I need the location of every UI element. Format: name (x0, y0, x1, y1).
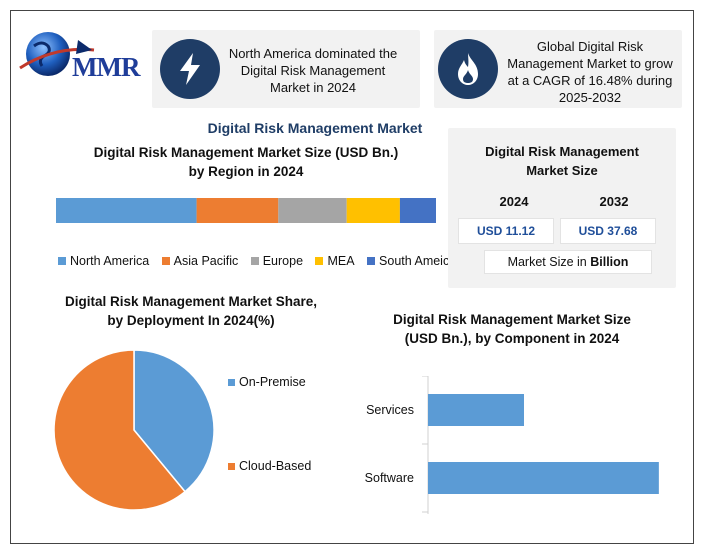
legend-item-asia-pacific: Asia Pacific (161, 254, 238, 268)
region-stacked-bar (56, 198, 436, 223)
year-2032: 2032 (599, 194, 629, 209)
bar-segment-south-ameica (399, 198, 436, 223)
year-2024: 2024 (499, 194, 529, 209)
region-legend: North America Asia Pacific Europe MEA So… (58, 252, 456, 270)
bar-segment-europe (278, 198, 347, 223)
highlight-text-2: Global Digital Risk Management Market to… (507, 39, 673, 105)
highlight-text-1: North America dominated the Digital Risk… (228, 46, 398, 95)
legend-item-north-america: North America (58, 254, 149, 268)
bar-segment-asia-pacific (196, 198, 279, 223)
legend-item-mea: MEA (315, 254, 355, 268)
market-size-title: Digital Risk Management Market Size (485, 144, 639, 178)
legend-item-europe: Europe (250, 254, 303, 268)
market-size-footer: Market Size in Billion (484, 250, 652, 274)
category-label-software: Software (364, 471, 414, 485)
value-2032: USD 37.68 (560, 218, 656, 244)
category-label-services: Services (366, 403, 414, 417)
logo-text: MMR (72, 52, 140, 82)
pie-slice-cloud-based (53, 349, 187, 511)
pie-legend-cloud-based: Cloud-Based (228, 459, 311, 473)
flame-icon (438, 39, 498, 99)
deployment-pie-chart (53, 349, 215, 511)
market-size-card: Digital Risk Management Market Size 2024… (448, 128, 676, 288)
lightning-icon (160, 39, 220, 99)
value-2024: USD 11.12 (458, 218, 554, 244)
bar-services (428, 394, 524, 426)
legend-item-south-america: South Ameica (367, 254, 456, 268)
main-title: Digital Risk Management Market (207, 120, 423, 136)
highlight-card-north-america: North America dominated the Digital Risk… (152, 30, 420, 108)
bar-software (428, 462, 659, 494)
infographic-frame (10, 10, 694, 544)
bar-segment-north-america (56, 198, 197, 223)
pie-chart-title: Digital Risk Management Market Share, by… (64, 294, 318, 328)
highlight-card-cagr: Global Digital Risk Management Market to… (434, 30, 682, 108)
component-bar-chart (422, 376, 659, 514)
globe-icon (19, 32, 95, 76)
pie-slice-on-premise (133, 349, 215, 493)
region-chart-title: Digital Risk Management Market Size (USD… (93, 145, 399, 179)
bar-segment-mea (346, 198, 400, 223)
pie-legend-on-premise: On-Premise (228, 375, 306, 389)
mmr-logo: MMR (14, 28, 144, 84)
component-chart-title: Digital Risk Management Market Size (USD… (393, 312, 631, 346)
